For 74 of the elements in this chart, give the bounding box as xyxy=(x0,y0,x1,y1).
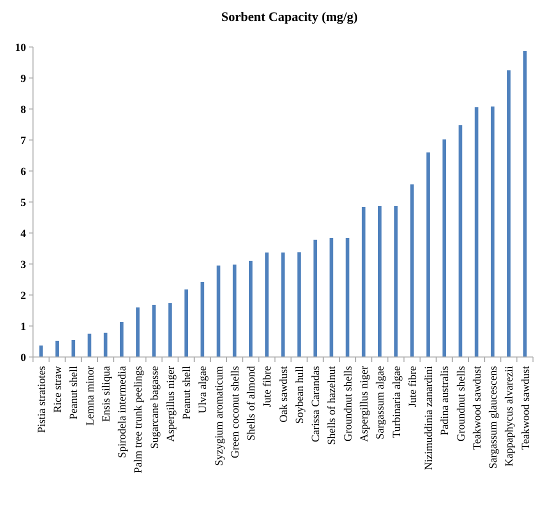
bar xyxy=(216,266,220,357)
bar xyxy=(265,252,269,357)
x-tick-label: Green coconut shells xyxy=(229,366,242,458)
x-tick-label: Shells of almond xyxy=(246,366,258,441)
x-tick-label: Kappaphycus alvarezii xyxy=(504,366,516,466)
bar xyxy=(474,107,478,357)
x-tick-label: Pistia stratiotes xyxy=(36,366,48,433)
bar xyxy=(168,303,172,357)
chart-title: Sorbent Capacity (mg/g) xyxy=(221,9,358,24)
bar xyxy=(458,125,462,357)
x-tick-label: Ulva algae xyxy=(197,366,210,414)
x-tick-label: Syzygium aromaticum xyxy=(213,366,226,466)
x-tick-label: Sugarcane bagasse xyxy=(148,366,161,449)
x-tick-label: Jute fibre xyxy=(406,366,419,408)
bar xyxy=(152,304,156,357)
y-tick-label: 10 xyxy=(15,42,26,54)
x-tick-label: Palm tree trunk peelings xyxy=(132,366,145,474)
bar xyxy=(330,238,334,357)
x-tick-label: Carissa Carandas xyxy=(310,366,322,442)
x-tick-label: Rice straw xyxy=(52,366,64,413)
x-tick-label: Lemna minor xyxy=(84,366,96,426)
y-tick-label: 4 xyxy=(20,228,26,240)
x-tick-label: Peanut shell xyxy=(68,366,80,420)
x-tick-label: Groundnut shells xyxy=(342,366,354,442)
bar xyxy=(410,184,414,357)
x-tick-label: Spirodela intermedia xyxy=(116,366,129,458)
bar xyxy=(39,346,43,357)
bar xyxy=(184,289,188,357)
bar xyxy=(426,152,430,357)
y-tick-label: 9 xyxy=(20,72,26,85)
bar xyxy=(378,206,382,357)
y-tick-label: 5 xyxy=(20,196,26,209)
x-tick-label: Jute fibre xyxy=(262,366,274,408)
y-tick-label: 0 xyxy=(20,352,26,364)
x-tick-label: Peanut shell xyxy=(181,366,194,420)
y-tick-label: 3 xyxy=(20,258,26,271)
x-tick-label: Soybean hull xyxy=(294,366,306,424)
bar xyxy=(313,240,318,357)
y-tick-label: 7 xyxy=(20,134,26,147)
x-tick-label: Aspergillus niger xyxy=(358,366,370,442)
bar xyxy=(362,206,366,357)
x-tick-label: Turbinaria algae xyxy=(390,366,403,438)
x-tick-label: Oak sawdust xyxy=(278,366,290,423)
bar xyxy=(104,332,108,357)
y-tick-label: 1 xyxy=(20,320,26,333)
bar xyxy=(55,340,59,357)
x-tick-label: Teakwood sawdust xyxy=(520,366,532,450)
x-tick-label: Ensis siliqua xyxy=(100,366,112,422)
bar xyxy=(297,252,301,357)
x-tick-label: Nizimuddinia zanardini xyxy=(423,366,436,470)
bar xyxy=(442,139,446,357)
y-tick-label: 2 xyxy=(20,290,26,302)
bar xyxy=(281,252,285,357)
bar xyxy=(72,340,76,357)
x-tick-label: Sargassum algae xyxy=(374,366,387,440)
x-tick-label: Teakwood sawdust xyxy=(471,366,484,450)
bar xyxy=(394,206,398,357)
bar xyxy=(346,238,350,357)
y-tick-label: 8 xyxy=(20,104,26,116)
bar xyxy=(200,282,204,357)
bar xyxy=(523,51,527,357)
bar xyxy=(136,307,140,357)
bar xyxy=(490,106,494,357)
bar xyxy=(232,264,236,357)
x-tick-label: Aspergillus niger xyxy=(164,366,177,442)
bar xyxy=(248,260,253,357)
bar xyxy=(507,70,511,357)
bar xyxy=(120,322,124,357)
x-tick-label: Sargassum glaucescens xyxy=(488,366,500,469)
x-tick-label: Groundnut shells xyxy=(455,366,468,442)
y-tick-label: 6 xyxy=(20,166,26,178)
bar xyxy=(88,334,92,357)
x-tick-label: Padina australis xyxy=(439,366,452,436)
x-tick-label: Shells of hazelnut xyxy=(326,366,338,445)
